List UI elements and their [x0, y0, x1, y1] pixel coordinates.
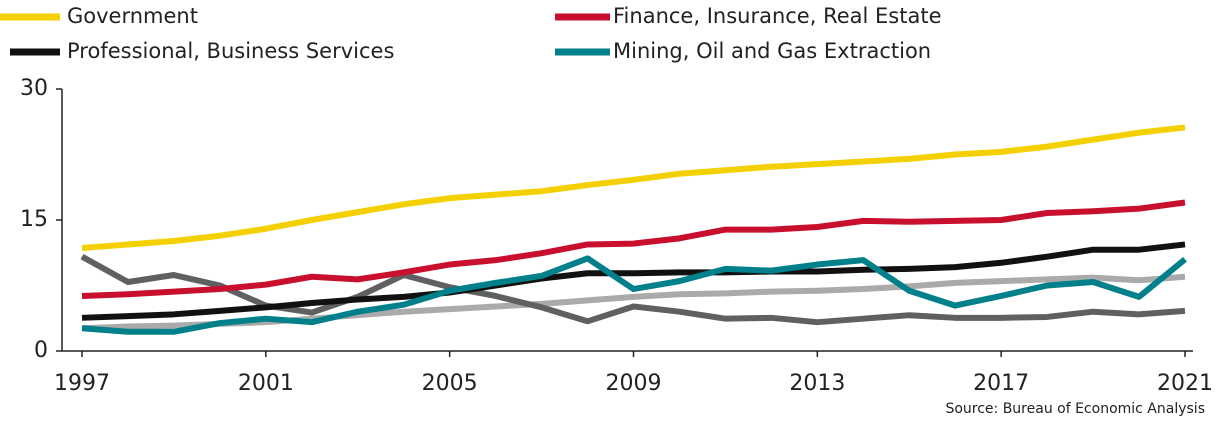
x-tick-label: 2017 — [973, 371, 1029, 396]
x-tick-label: 2005 — [422, 371, 478, 396]
y-tick-label: 30 — [20, 76, 48, 101]
y-tick-label: 15 — [20, 207, 48, 232]
legend-label: Government — [67, 4, 198, 28]
series-line — [81, 124, 1186, 251]
y-tick-label: 0 — [34, 338, 48, 363]
series-line — [81, 255, 1187, 335]
series-line — [81, 273, 1186, 332]
x-tick-label: 2021 — [1157, 371, 1213, 396]
x-tick-label: 2009 — [606, 371, 662, 396]
x-tick-label: 2001 — [238, 371, 294, 396]
series-line — [81, 241, 1186, 321]
x-tick-label: 1997 — [54, 371, 110, 396]
legend-label: Mining, Oil and Gas Extraction — [613, 39, 931, 63]
source-note: Source: Bureau of Economic Analysis — [945, 401, 1205, 417]
legend-label: Professional, Business Services — [67, 39, 394, 63]
x-tick-label: 2013 — [789, 371, 845, 396]
series-line — [81, 199, 1186, 299]
legend-label: Finance, Insurance, Real Estate — [613, 4, 941, 28]
